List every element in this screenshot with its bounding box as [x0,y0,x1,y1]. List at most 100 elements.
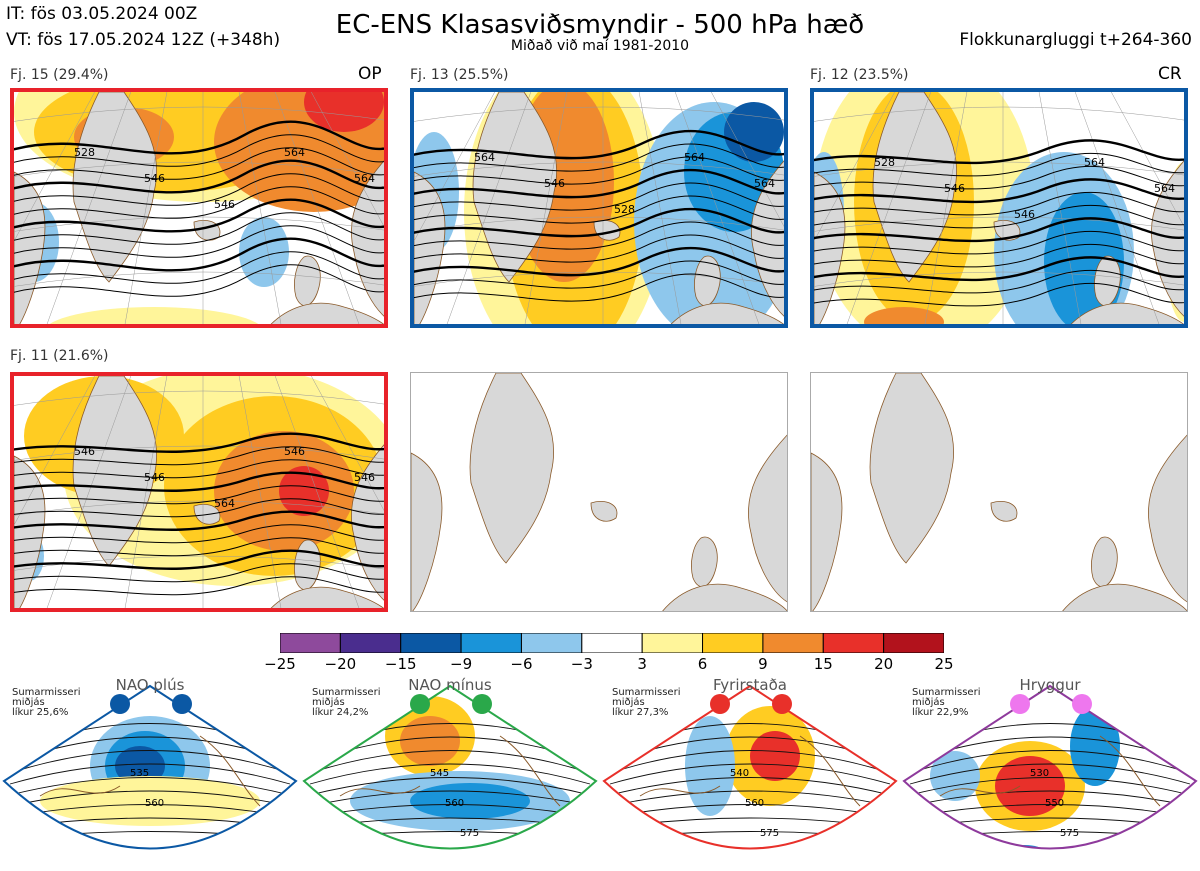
longitude-line [524,92,568,324]
regime-map: 530 550 575 [902,684,1198,850]
europe-landmass [1070,302,1184,324]
anomaly-area [304,92,384,132]
contour-label: 546 [214,198,235,211]
cluster-map-fj11: 546546564546546564 [10,372,388,612]
regime-coastline [939,735,1161,807]
height-contour [414,221,784,250]
height-contour [814,282,1184,307]
height-contour [814,269,1184,294]
regime-contour-label: 560 [445,798,464,809]
init-time: IT: fös 03.05.2024 00Z [6,4,198,24]
regime-info-line: Sumarmisseri [312,687,381,698]
colorbar-tick-label: 15 [813,655,833,673]
height-contour [14,173,384,206]
contour-label: 564 [214,497,235,510]
colorbar-tick-label: −15 [384,655,417,673]
longitude-line [14,92,96,242]
cluster-label: Fj. 15 (29.4%) [10,67,109,83]
contour-label: 564 [354,172,375,185]
height-contour [14,159,384,194]
colorbar-tick-label: −9 [450,655,473,673]
height-contour [814,165,1184,190]
longitude-line [414,92,496,242]
canada-landmass [414,171,446,324]
colorbar-segment [883,633,944,653]
regime-contour [609,777,891,796]
cluster-label: Fj. 13 (25.5%) [410,67,509,83]
height-contour [14,510,384,531]
regime-contour-label: 550 [1045,798,1064,809]
greenland-landmass [869,373,955,564]
colorbar-segment [339,633,402,653]
regime-title: Fyrirstaða [713,676,787,694]
regime-coastline [639,735,861,807]
colorbar-tick-label: 25 [934,655,954,673]
empty-map-panel [810,372,1188,612]
longitude-line [310,376,384,511]
contour-label: 528 [614,203,635,216]
regime-contour [609,763,891,785]
canada-landmass [14,455,46,608]
longitude-line [46,92,132,324]
colorbar-tick-label: 3 [637,655,647,673]
page-title: EC-ENS Klasasviðsmyndir - 500 hPa hæð [335,10,865,40]
height-contour [414,195,784,224]
height-contour [414,273,784,302]
valid-time: VT: fös 17.05.2024 12Z (+348h) [6,30,281,50]
regime-marker [172,694,192,714]
height-contour [814,139,1184,165]
longitude-line [238,92,282,324]
latitude-line [414,327,788,328]
height-contour [14,576,384,596]
latitude-line [814,106,1184,122]
height-contour [14,563,384,583]
longitude-line [1038,92,1082,324]
regime-contour-label: 545 [430,768,449,779]
contour-label: 546 [354,471,375,484]
height-contour [14,225,384,258]
latitude-line [814,271,1184,287]
contour-label: 546 [74,445,95,458]
regime-contour [309,804,591,818]
height-contour [814,243,1184,268]
longitude-line [846,92,932,324]
regime-marker [410,694,430,714]
cluster-map-svg: 528 546 546 564 564 [14,92,384,324]
anomaly-area [864,307,944,324]
colorbar-segment [280,633,341,653]
longitude-line [1074,92,1160,324]
latitude-line [14,390,384,406]
longitude-line [124,376,168,608]
height-contour [814,191,1184,216]
height-contour [414,207,784,238]
height-contour [414,234,784,263]
regime-contour [9,750,291,774]
height-contour [814,204,1184,229]
regime-contour [309,777,591,796]
regime-marker [772,694,792,714]
longitude-line [710,92,784,227]
regime-marker [1072,694,1092,714]
regime-info-line: miðjás [612,697,645,708]
contour-label: 546 [144,471,165,484]
colorbar-tick-label: −25 [264,655,296,673]
anomaly-area [410,783,530,819]
colorbar-tick-label: 6 [697,655,708,673]
canada-landmass [411,452,443,611]
regime-contour-label: 575 [760,828,779,839]
contour-label: 546 [544,177,565,190]
anomaly-area [40,776,260,826]
height-contour [414,260,784,289]
colorbar-tick-label: −20 [324,655,357,673]
height-contour [814,217,1184,243]
regime-panel: 530 550 575 [900,676,1200,871]
longitude-line [238,376,282,608]
height-contour [814,152,1184,177]
empty-map-svg [811,373,1187,611]
scandinavia-landmass [1147,434,1187,603]
greenland-landmass [469,373,555,564]
colorbar-tick-label: 9 [758,655,768,673]
regime-coastline [339,735,561,807]
colorbar-segment [702,633,764,653]
regime-info-line: Sumarmisseri [612,687,681,698]
